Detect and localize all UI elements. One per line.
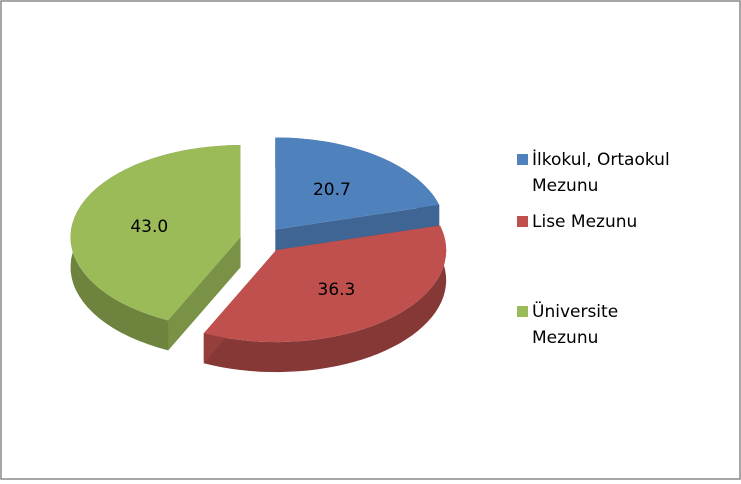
legend-label: Üniversite Mezunu	[532, 300, 618, 348]
legend-swatch	[517, 154, 528, 165]
slice	[275, 137, 440, 230]
data-label: 20.7	[313, 180, 351, 200]
legend-label: Lise Mezunu	[532, 212, 637, 232]
legend-label: İlkokul, Ortaokul Mezunu	[532, 149, 670, 196]
slice	[203, 225, 447, 343]
legend-label-line: Mezunu	[532, 176, 598, 196]
legend-swatch	[517, 306, 528, 317]
legend-label-line: Mezunu	[532, 328, 598, 348]
data-label: 43.0	[130, 217, 168, 237]
legend-label-line: İlkokul, Ortaokul	[532, 149, 670, 170]
slice-face	[168, 237, 241, 351]
data-label: 36.3	[318, 280, 356, 300]
legend-swatch	[517, 216, 528, 227]
slice	[70, 145, 241, 321]
legend-label-line: Üniversite	[532, 300, 618, 322]
